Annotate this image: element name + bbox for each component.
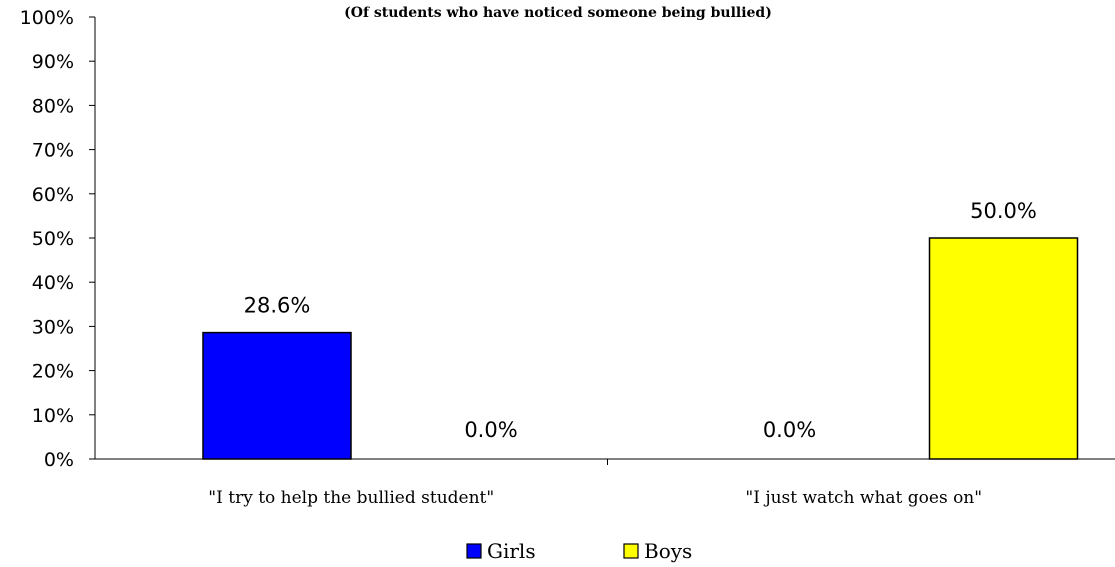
y-tick-label: 60%	[32, 184, 74, 206]
data-label: 28.6%	[244, 294, 311, 318]
y-tick-label: 80%	[32, 95, 74, 117]
y-tick-label: 20%	[32, 361, 74, 383]
bar	[202, 331, 352, 460]
y-tick-label: 100%	[20, 7, 74, 29]
legend: Girls Boys	[466, 539, 692, 563]
data-label: 0.0%	[464, 418, 517, 442]
data-label: 0.0%	[763, 418, 816, 442]
legend-label: Boys	[644, 539, 692, 563]
category-label: "I just watch what goes on"	[745, 488, 982, 508]
legend-swatch	[466, 543, 482, 559]
data-labels: 28.6% 0.0% 0.0% 50.0%	[244, 199, 1037, 442]
data-label: 50.0%	[970, 199, 1037, 223]
legend-swatch	[623, 543, 639, 559]
bars	[202, 237, 1079, 460]
y-tick-label: 30%	[32, 316, 74, 338]
chart-subtitle: (Of students who have noticed someone be…	[344, 5, 772, 21]
y-tick-label: 10%	[32, 405, 74, 427]
y-tick-label: 90%	[32, 51, 74, 73]
axes: 0% 10% 20% 30% 40% 50% 60% 70% 80% 90% 100% "I try …	[20, 7, 1115, 508]
y-tick-label: 50%	[32, 228, 74, 250]
y-tick-label: 40%	[32, 272, 74, 294]
y-tick-label: 70%	[32, 140, 74, 162]
bar	[928, 237, 1079, 460]
category-label: "I try to help the bullied student"	[208, 488, 494, 508]
y-tick-label: 0%	[44, 449, 74, 471]
legend-label: Girls	[487, 539, 536, 563]
